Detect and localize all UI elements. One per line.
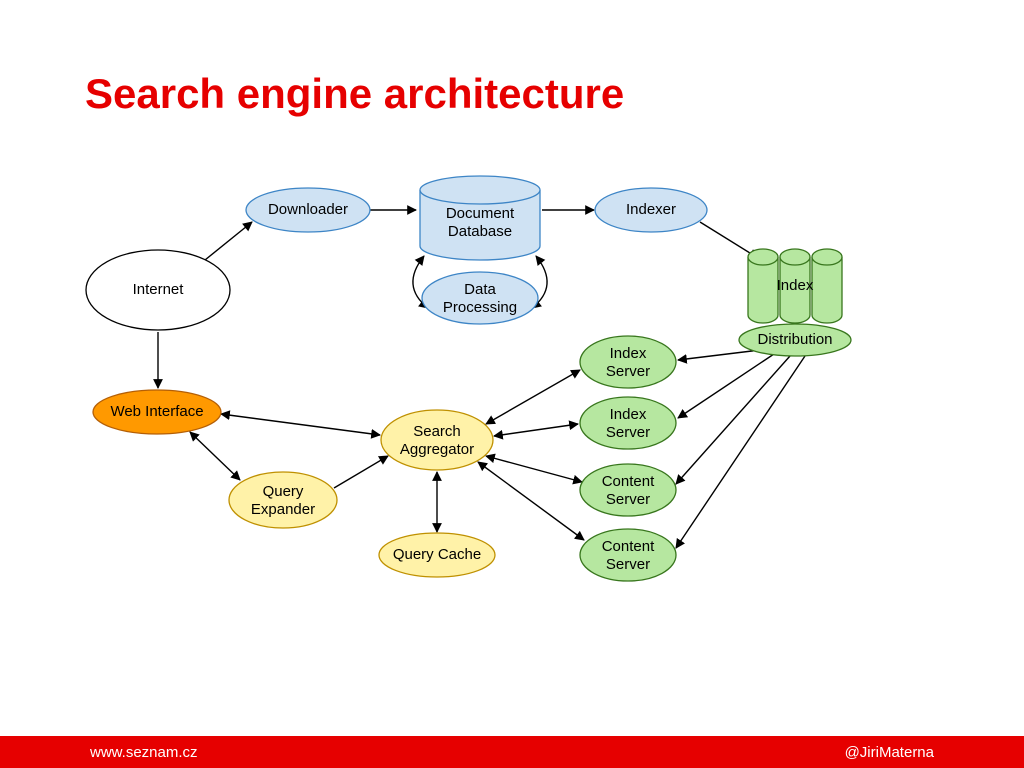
node-cntsrv1: ContentServer — [580, 464, 676, 516]
svg-text:Internet: Internet — [133, 281, 185, 298]
svg-text:Downloader: Downloader — [268, 201, 348, 218]
svg-text:Server: Server — [606, 491, 650, 508]
svg-text:Data: Data — [464, 281, 496, 298]
node-docdb: DocumentDatabase — [420, 176, 540, 260]
node-index: Index — [748, 249, 842, 323]
svg-text:Query Cache: Query Cache — [393, 546, 481, 563]
svg-text:Content: Content — [602, 538, 655, 555]
svg-text:Document: Document — [446, 205, 515, 222]
svg-text:Processing: Processing — [443, 299, 517, 316]
node-internet: Internet — [86, 250, 230, 330]
svg-text:Index: Index — [610, 345, 647, 362]
svg-text:Content: Content — [602, 473, 655, 490]
node-querycache: Query Cache — [379, 533, 495, 577]
node-dataproc: DataProcessing — [422, 272, 538, 324]
svg-text:Web Interface: Web Interface — [110, 403, 203, 420]
footer-right: @JiriMaterna — [845, 744, 934, 761]
svg-text:Index: Index — [610, 406, 647, 423]
svg-text:Distribution: Distribution — [757, 331, 832, 348]
node-webif: Web Interface — [93, 390, 221, 434]
node-downloader: Downloader — [246, 188, 370, 232]
node-idxsrv1: IndexServer — [580, 336, 676, 388]
svg-text:Expander: Expander — [251, 501, 315, 518]
node-idxsrv2: IndexServer — [580, 397, 676, 449]
svg-text:Query: Query — [263, 483, 304, 500]
svg-text:Server: Server — [606, 556, 650, 573]
svg-text:Aggregator: Aggregator — [400, 441, 474, 458]
node-cntsrv2: ContentServer — [580, 529, 676, 581]
node-aggregator: SearchAggregator — [381, 410, 493, 470]
architecture-diagram: Internet Downloader DocumentDatabase DataPr… — [0, 0, 1024, 768]
footer-bar: www.seznam.cz @JiriMaterna — [0, 736, 1024, 768]
svg-text:Server: Server — [606, 424, 650, 441]
footer-left: www.seznam.cz — [90, 744, 198, 761]
node-queryexp: QueryExpander — [229, 472, 337, 528]
node-indexer: Indexer — [595, 188, 707, 232]
svg-text:Index: Index — [777, 277, 814, 294]
svg-text:Indexer: Indexer — [626, 201, 676, 218]
node-distribution: Distribution — [739, 324, 851, 356]
svg-text:Search: Search — [413, 423, 461, 440]
svg-text:Database: Database — [448, 223, 512, 240]
svg-text:Server: Server — [606, 363, 650, 380]
